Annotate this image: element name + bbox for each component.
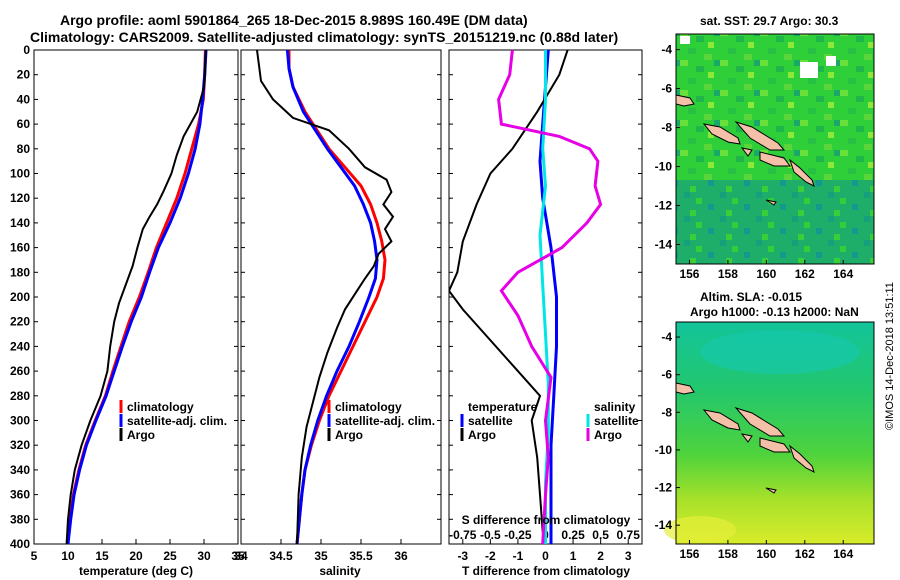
s-difference-tick-label: -0.25 <box>504 528 532 542</box>
temperature-tick-label: 20 <box>129 549 143 563</box>
sst-cloud-gap <box>800 62 818 78</box>
depth-tick-label: 140 <box>10 216 30 230</box>
sst-map: -4 -6 -8 -10 -12 -14 156 158 160 162 164 <box>655 34 874 281</box>
t-difference-tick-label: -3 <box>457 549 468 563</box>
salinity-tick-label: 34 <box>234 549 248 563</box>
legend-label-s-argo: Argo <box>594 428 622 442</box>
t-difference-tick-label: 2 <box>597 549 604 563</box>
legend-label-t-satellite: satellite <box>468 414 513 428</box>
lon-tick-label: 158 <box>718 547 738 561</box>
depth-tick-label: 240 <box>10 339 30 353</box>
depth-tick-label: 20 <box>17 68 31 82</box>
depth-tick-label: 320 <box>10 438 30 452</box>
legend-title-salinity: salinity <box>594 400 636 414</box>
salinity-tick-label: 36 <box>394 549 408 563</box>
temperature-tick-label: 15 <box>95 549 109 563</box>
legend-title-temperature: temperature <box>468 400 538 414</box>
depth-tick-label: 300 <box>10 414 30 428</box>
salinity-xlabel: salinity <box>319 564 361 578</box>
lat-tick-label: -4 <box>661 43 672 57</box>
lat-tick-label: -10 <box>655 443 673 457</box>
depth-tick-label: 120 <box>10 191 30 205</box>
s-difference-tick-label: -0.75 <box>449 528 477 542</box>
sst-cloud-gap <box>680 36 690 44</box>
depth-tick-label: 340 <box>10 463 30 477</box>
lat-tick-label: -6 <box>661 368 672 382</box>
lat-tick-label: -14 <box>655 518 673 532</box>
salinity-tick-label: 35 <box>314 549 328 563</box>
s-difference-tick-label: 0.25 <box>561 528 585 542</box>
lat-tick-label: -14 <box>655 238 673 252</box>
depth-tick-label: 360 <box>10 488 30 502</box>
temperature-tick-label: 10 <box>61 549 75 563</box>
legend-label-s-satellite: satellite <box>594 414 639 428</box>
sla-high-anomaly <box>700 330 860 374</box>
t-difference-tick-label: -1 <box>513 549 524 563</box>
depth-tick-label: 400 <box>10 537 30 551</box>
lat-tick-label: -8 <box>661 405 672 419</box>
legend-label-climatology: climatology <box>127 400 194 414</box>
lat-tick-label: -8 <box>661 121 672 135</box>
depth-tick-label: 280 <box>10 389 30 403</box>
legend-label-t-argo: Argo <box>468 428 496 442</box>
depth-tick-label: 0 <box>23 43 30 57</box>
depth-tick-label: 180 <box>10 265 30 279</box>
depth-tick-label: 220 <box>10 315 30 329</box>
legend-label-climatology: climatology <box>335 400 402 414</box>
depth-tick-label: 260 <box>10 364 30 378</box>
lon-tick-label: 160 <box>756 267 776 281</box>
s-difference-tick-label: 0.75 <box>617 528 641 542</box>
depth-tick-label: 200 <box>10 290 30 304</box>
temperature-tick-label: 5 <box>31 549 38 563</box>
legend-label-argo: Argo <box>335 428 363 442</box>
temperature-tick-label: 25 <box>163 549 177 563</box>
legend-label-satellite: satellite-adj. clim. <box>127 414 227 428</box>
lon-tick-label: 162 <box>795 547 815 561</box>
s-difference-tick-label: -0.5 <box>480 528 501 542</box>
legend-label-satellite: satellite-adj. clim. <box>335 414 435 428</box>
depth-tick-label: 160 <box>10 241 30 255</box>
lon-tick-label: 160 <box>756 547 776 561</box>
legend-label-argo: Argo <box>127 428 155 442</box>
t-difference-tick-label: 3 <box>625 549 632 563</box>
lat-tick-label: -6 <box>661 82 672 96</box>
lon-tick-label: 158 <box>718 267 738 281</box>
lat-tick-label: -12 <box>655 199 673 213</box>
sst-field-cool-region <box>676 180 874 264</box>
lat-tick-label: -10 <box>655 160 673 174</box>
lon-tick-label: 156 <box>679 547 699 561</box>
figure-canvas: 0204060801001201401601802002202402602803… <box>0 0 900 580</box>
salinity-tick-label: 34.5 <box>269 549 293 563</box>
lon-tick-label: 164 <box>833 267 853 281</box>
lon-tick-label: 156 <box>679 267 699 281</box>
depth-tick-label: 40 <box>17 92 31 106</box>
t-difference-xlabel: T difference from climatology <box>462 564 630 578</box>
s-difference-tick-label: 0.5 <box>592 528 609 542</box>
t-difference-tick-label: 1 <box>570 549 577 563</box>
t-difference-tick-label: 0 <box>542 549 549 563</box>
temperature-plot-frame <box>34 50 238 544</box>
depth-axis: 0 20 40 60 80 100 120 140 160 180 200 220 240 260 280 3… <box>10 43 30 551</box>
sla-low-anomaly <box>664 516 736 544</box>
s-difference-xlabel: S difference from climatology <box>462 513 631 527</box>
depth-tick-label: 100 <box>10 167 30 181</box>
depth-tick-label: 380 <box>10 512 30 526</box>
sla-map: -4 -6 -8 -10 -12 -14 156 158 160 162 164 <box>655 322 874 561</box>
lon-tick-label: 164 <box>833 547 853 561</box>
depth-tick-label: 60 <box>17 117 31 131</box>
salinity-tick-label: 35.5 <box>349 549 373 563</box>
salinity-plot-frame <box>241 50 441 544</box>
lat-tick-label: -12 <box>655 481 673 495</box>
temperature-xlabel: temperature (deg C) <box>79 564 193 578</box>
depth-tick-label: 80 <box>17 142 31 156</box>
lat-tick-label: -4 <box>661 330 672 344</box>
sst-cloud-gap <box>826 56 836 66</box>
t-difference-tick-label: -2 <box>485 549 496 563</box>
lon-tick-label: 162 <box>795 267 815 281</box>
temperature-tick-label: 30 <box>197 549 211 563</box>
